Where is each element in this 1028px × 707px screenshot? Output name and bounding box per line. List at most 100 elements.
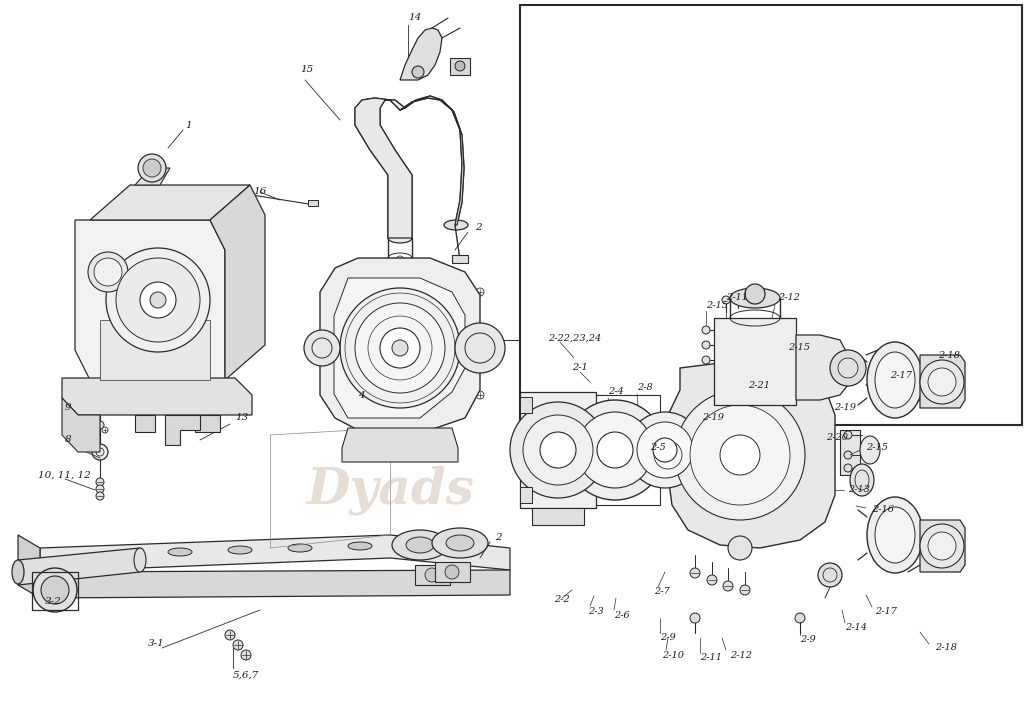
Circle shape xyxy=(96,485,104,493)
Polygon shape xyxy=(40,570,510,598)
Circle shape xyxy=(642,414,651,422)
Circle shape xyxy=(594,416,602,424)
Polygon shape xyxy=(100,320,210,380)
Ellipse shape xyxy=(867,497,923,573)
Circle shape xyxy=(579,478,587,486)
Ellipse shape xyxy=(134,548,146,572)
Bar xyxy=(452,255,468,263)
Ellipse shape xyxy=(860,436,880,464)
Circle shape xyxy=(637,422,693,478)
Bar xyxy=(308,200,318,206)
Circle shape xyxy=(91,444,108,460)
Circle shape xyxy=(126,384,134,392)
Text: 2-17: 2-17 xyxy=(875,607,897,617)
Circle shape xyxy=(150,292,166,308)
Bar xyxy=(840,430,860,475)
Polygon shape xyxy=(195,415,220,432)
Text: 2-21: 2-21 xyxy=(748,380,770,390)
Circle shape xyxy=(350,397,360,407)
Text: 2: 2 xyxy=(475,223,482,233)
Text: 5,6,7: 5,6,7 xyxy=(233,670,259,679)
Circle shape xyxy=(642,478,651,486)
Text: 2-18: 2-18 xyxy=(935,643,957,653)
Circle shape xyxy=(416,444,424,452)
Circle shape xyxy=(830,350,866,386)
Text: 2-11: 2-11 xyxy=(700,653,722,662)
Ellipse shape xyxy=(867,342,923,418)
Text: 2-15: 2-15 xyxy=(706,300,728,310)
Circle shape xyxy=(354,444,362,452)
Circle shape xyxy=(96,384,104,392)
Bar xyxy=(520,5,1022,425)
Circle shape xyxy=(748,289,756,297)
Text: 2: 2 xyxy=(495,534,502,542)
Text: 2-7: 2-7 xyxy=(654,588,670,597)
Polygon shape xyxy=(62,378,252,415)
Text: 13: 13 xyxy=(235,414,248,423)
Polygon shape xyxy=(400,96,464,225)
Circle shape xyxy=(707,575,717,585)
Circle shape xyxy=(728,536,752,560)
Polygon shape xyxy=(320,258,480,430)
Text: 8: 8 xyxy=(65,436,72,445)
Circle shape xyxy=(734,292,742,300)
Ellipse shape xyxy=(228,546,252,554)
Polygon shape xyxy=(210,185,265,380)
Text: 2-16: 2-16 xyxy=(872,506,894,515)
Text: 14: 14 xyxy=(408,13,421,23)
Polygon shape xyxy=(920,520,965,572)
Ellipse shape xyxy=(348,542,372,550)
Circle shape xyxy=(94,258,122,286)
Polygon shape xyxy=(668,358,835,548)
Circle shape xyxy=(412,66,424,78)
Circle shape xyxy=(233,640,243,650)
Circle shape xyxy=(334,391,342,399)
Circle shape xyxy=(920,360,964,404)
Circle shape xyxy=(597,432,633,468)
Circle shape xyxy=(684,386,692,394)
Ellipse shape xyxy=(875,507,915,563)
Polygon shape xyxy=(714,318,796,405)
Text: 10, 11, 12: 10, 11, 12 xyxy=(38,470,90,479)
Polygon shape xyxy=(40,535,510,572)
Text: 2-14: 2-14 xyxy=(845,624,867,633)
Circle shape xyxy=(425,568,439,582)
Text: 2-19: 2-19 xyxy=(702,414,724,423)
Text: 9: 9 xyxy=(65,404,72,412)
Circle shape xyxy=(675,390,805,520)
Text: 15: 15 xyxy=(300,66,314,74)
Polygon shape xyxy=(796,335,848,400)
Circle shape xyxy=(225,630,235,640)
Circle shape xyxy=(674,486,686,498)
Circle shape xyxy=(740,585,750,595)
Circle shape xyxy=(85,422,91,428)
Circle shape xyxy=(455,61,465,71)
Circle shape xyxy=(565,400,665,500)
Circle shape xyxy=(334,288,342,296)
Ellipse shape xyxy=(406,537,434,553)
Circle shape xyxy=(96,478,104,486)
Circle shape xyxy=(579,414,587,422)
Circle shape xyxy=(796,386,804,394)
Polygon shape xyxy=(19,548,140,585)
Circle shape xyxy=(844,451,852,459)
Circle shape xyxy=(690,568,700,578)
Text: 2-8: 2-8 xyxy=(637,383,653,392)
Text: 2-9: 2-9 xyxy=(800,636,816,645)
Circle shape xyxy=(818,563,842,587)
Ellipse shape xyxy=(388,233,412,243)
Circle shape xyxy=(723,581,733,591)
Circle shape xyxy=(445,565,458,579)
Circle shape xyxy=(41,576,69,604)
Circle shape xyxy=(844,464,852,472)
Circle shape xyxy=(96,492,104,500)
Circle shape xyxy=(684,518,692,526)
Text: 2-9: 2-9 xyxy=(660,633,675,643)
Circle shape xyxy=(796,518,804,526)
Polygon shape xyxy=(19,535,40,598)
Circle shape xyxy=(380,328,420,368)
Circle shape xyxy=(524,476,533,484)
Text: 2-13: 2-13 xyxy=(848,486,870,494)
Circle shape xyxy=(438,444,446,452)
Circle shape xyxy=(304,330,340,366)
